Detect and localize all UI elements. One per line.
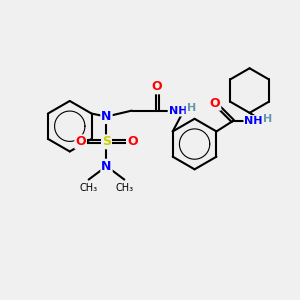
Text: O: O [75, 135, 86, 148]
Text: NH: NH [169, 106, 187, 116]
Text: N: N [101, 110, 112, 123]
Text: O: O [152, 80, 162, 93]
Text: O: O [127, 135, 138, 148]
Text: H: H [187, 103, 196, 113]
Text: CH₃: CH₃ [80, 183, 98, 193]
Text: NH: NH [244, 116, 263, 126]
Text: N: N [101, 160, 112, 173]
Text: S: S [102, 135, 111, 148]
Text: H: H [263, 114, 272, 124]
Text: O: O [210, 97, 220, 110]
Text: CH₃: CH₃ [115, 183, 134, 193]
